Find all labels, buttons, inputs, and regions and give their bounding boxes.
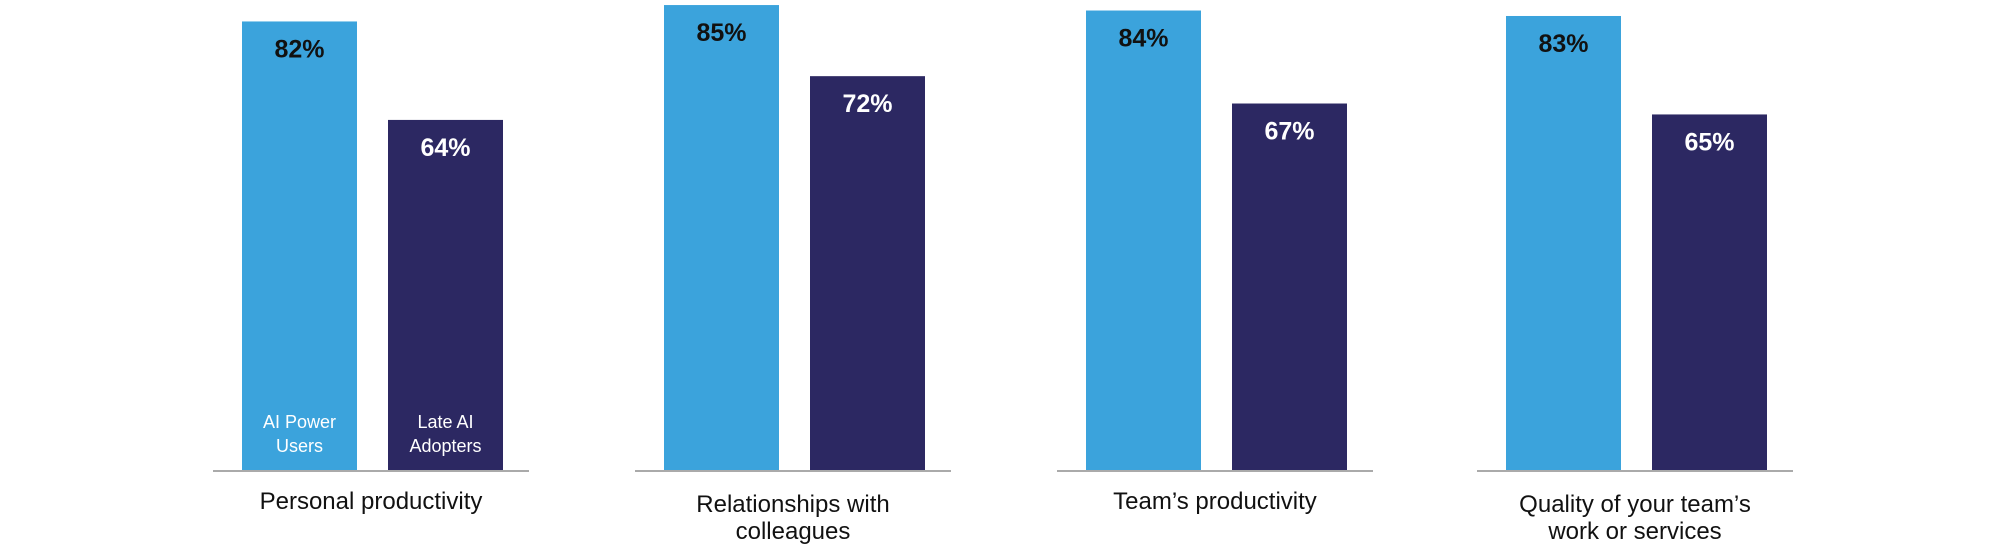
value-label: 84% [1118,25,1168,53]
series-label: Adopters [409,436,481,456]
category-label: Personal productivity [260,488,483,515]
category-label: Relationships with [696,491,889,518]
value-label: 64% [420,134,470,162]
value-label: 85% [696,19,746,47]
value-label: 72% [842,90,892,118]
value-label: 67% [1264,118,1314,146]
category-label: work or services [1547,518,1721,545]
bar-power-users [1506,15,1621,471]
series-label: Users [276,436,323,456]
bar-late-adopters [1232,103,1347,470]
value-label: 82% [274,35,324,63]
bar-power-users [1086,10,1201,471]
bar-power-users [664,5,779,471]
category-label: Quality of your team’s [1519,491,1751,518]
value-label: 65% [1684,128,1734,156]
category-label: Team’s productivity [1113,488,1317,515]
series-label: Late AI [417,412,473,432]
bar-late-adopters [1652,114,1767,470]
bar-late-adopters [810,76,925,470]
bar-power-users [242,21,357,471]
category-label: colleagues [736,518,851,545]
bar-late-adopters [388,119,503,471]
value-label: 83% [1538,30,1588,58]
series-label: AI Power [263,412,336,432]
